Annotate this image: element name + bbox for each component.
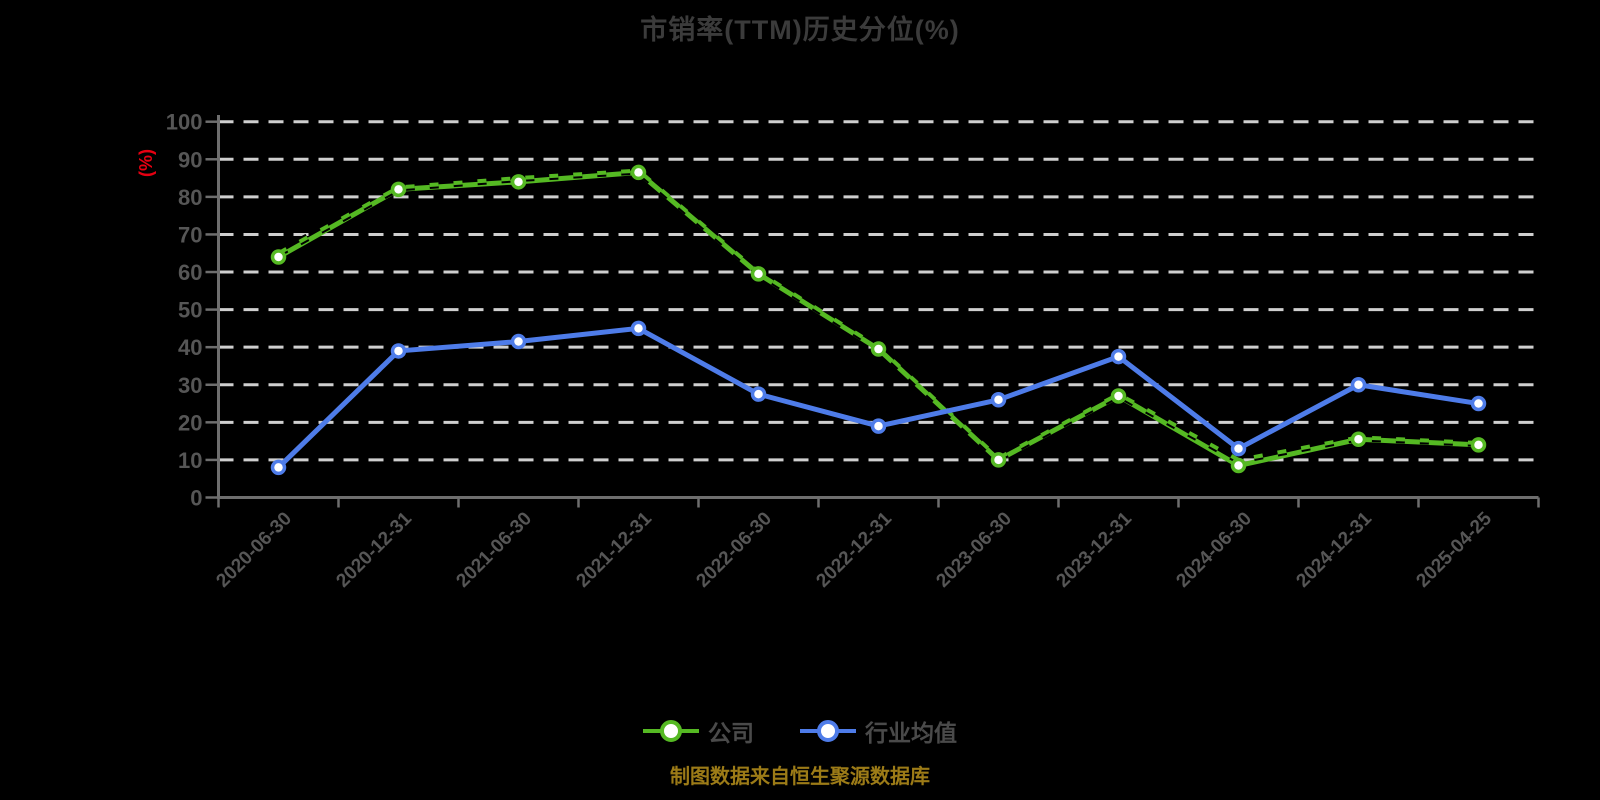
company-point[interactable] (390, 181, 407, 198)
y-axis-tick-label: 60 (178, 260, 202, 285)
y-axis-tick-label: 10 (178, 448, 202, 473)
company-point[interactable] (270, 249, 287, 265)
company-point[interactable] (510, 174, 527, 190)
x-axis-tick-label: 2020-12-31 (332, 508, 416, 592)
x-axis-tick-label: 2021-06-30 (452, 508, 536, 592)
industry-point[interactable] (870, 418, 887, 434)
y-axis-unit-label: (%) (136, 149, 156, 177)
x-axis-tick-label: 2020-06-30 (212, 508, 296, 592)
company-point[interactable] (1230, 457, 1247, 474)
y-axis-tick-label: 100 (166, 110, 203, 135)
legend-item-industry-average[interactable]: 行业均值 (800, 714, 957, 748)
x-axis-tick-label: 2023-12-31 (1052, 508, 1136, 592)
legend: 公司 行业均值 (0, 714, 1600, 748)
x-axis-tick-label: 2024-12-31 (1292, 508, 1376, 592)
industry-point[interactable] (1350, 377, 1367, 393)
legend-label-company: 公司 (708, 720, 754, 746)
y-axis-tick-label: 20 (178, 410, 202, 435)
company-point[interactable] (1350, 431, 1367, 448)
company-point[interactable] (870, 341, 887, 357)
x-axis-tick-label: 2021-12-31 (572, 508, 656, 592)
company-line-marker-icon (643, 720, 699, 742)
industry-point[interactable] (1230, 440, 1247, 457)
industry-point[interactable] (1110, 348, 1127, 365)
company-point[interactable] (750, 266, 767, 282)
y-axis-tick-label: 40 (178, 335, 202, 360)
legend-label-industry-average: 行业均值 (865, 720, 957, 746)
company-point[interactable] (1470, 437, 1487, 453)
x-axis-tick-label: 2022-12-31 (812, 508, 896, 592)
legend-item-company[interactable]: 公司 (643, 714, 754, 748)
y-axis-tick-label: 50 (178, 298, 202, 323)
company-point[interactable] (1110, 388, 1127, 404)
industry-line-marker-icon (800, 720, 856, 742)
industry-point[interactable] (750, 386, 767, 402)
company-point[interactable] (990, 452, 1007, 468)
x-axis-tick-label: 2024-06-30 (1172, 508, 1256, 592)
y-axis-tick-label: 70 (178, 222, 202, 247)
y-axis-tick-label: 90 (178, 147, 202, 172)
y-axis-tick-label: 30 (178, 373, 202, 398)
industry-point[interactable] (630, 320, 647, 337)
data-source-note: 制图数据来自恒生聚源数据库 (670, 766, 930, 788)
y-axis-tick-label: 80 (178, 185, 202, 210)
industry-point[interactable] (390, 343, 407, 359)
y-axis-tick-label: 0 (190, 486, 202, 511)
industry-point[interactable] (990, 392, 1007, 408)
company-point[interactable] (630, 164, 647, 181)
x-axis-tick-label: 2022-06-30 (692, 508, 776, 592)
industry-point[interactable] (1470, 395, 1487, 412)
industry-point[interactable] (270, 459, 287, 476)
industry-point[interactable] (510, 333, 527, 350)
x-axis-tick-label: 2023-06-30 (932, 508, 1016, 592)
chart-title: 市销率(TTM)历史分位(%) (640, 15, 960, 45)
x-axis-tick-label: 2025-04-25 (1412, 508, 1496, 592)
